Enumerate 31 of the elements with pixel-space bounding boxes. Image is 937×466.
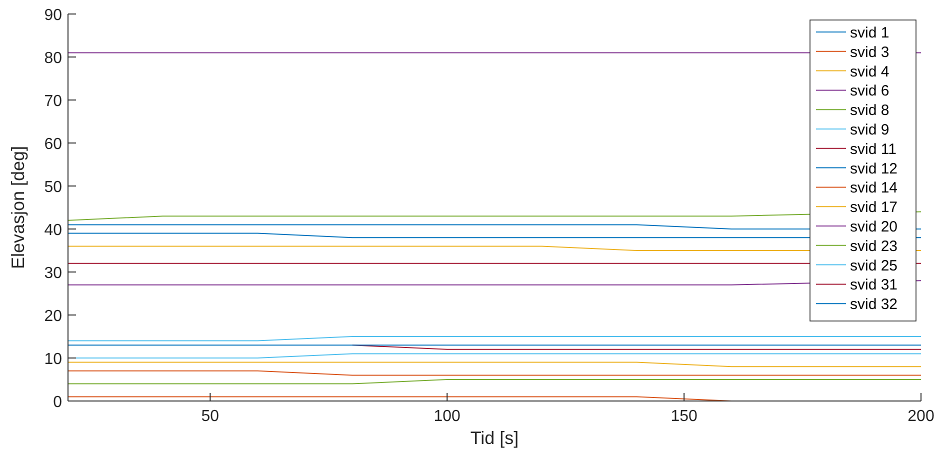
x-tick-label: 150	[670, 408, 698, 425]
legend-label: svid 17	[850, 199, 898, 216]
y-tick-label: 60	[44, 136, 62, 153]
legend-label: svid 1	[850, 24, 890, 42]
legend-label: svid 8	[850, 102, 890, 120]
legend-label: svid 25	[850, 257, 898, 274]
y-tick-label: 10	[44, 351, 62, 368]
legend-label: svid 14	[850, 180, 898, 197]
x-axis-title: Tid [s]	[470, 428, 519, 448]
legend-label: svid 12	[850, 160, 898, 178]
x-tick-label: 100	[434, 408, 461, 425]
legend-label: svid 23	[850, 238, 898, 255]
x-tick-label: 200	[908, 408, 934, 425]
y-tick-label: 0	[53, 394, 62, 411]
y-tick-label: 50	[44, 179, 62, 196]
legend-label: svid 11	[850, 140, 896, 158]
legend-label: svid 31	[850, 276, 898, 294]
legend-label: svid 3	[850, 44, 890, 61]
y-tick-label: 80	[44, 50, 62, 67]
y-axis-title: Elevasjon [deg]	[8, 146, 28, 270]
legend-label: svid 32	[850, 296, 898, 314]
y-tick-label: 30	[44, 265, 62, 282]
legend-label: svid 4	[850, 63, 890, 80]
y-tick-label: 40	[44, 222, 62, 239]
x-tick-label: 50	[201, 408, 220, 425]
legend-label: svid 9	[850, 122, 890, 138]
legend-label: svid 6	[850, 82, 890, 100]
y-tick-label: 20	[44, 308, 62, 325]
y-tick-label: 70	[44, 93, 62, 110]
y-tick-label: 90	[44, 7, 62, 24]
legend-label: svid 20	[850, 218, 898, 236]
